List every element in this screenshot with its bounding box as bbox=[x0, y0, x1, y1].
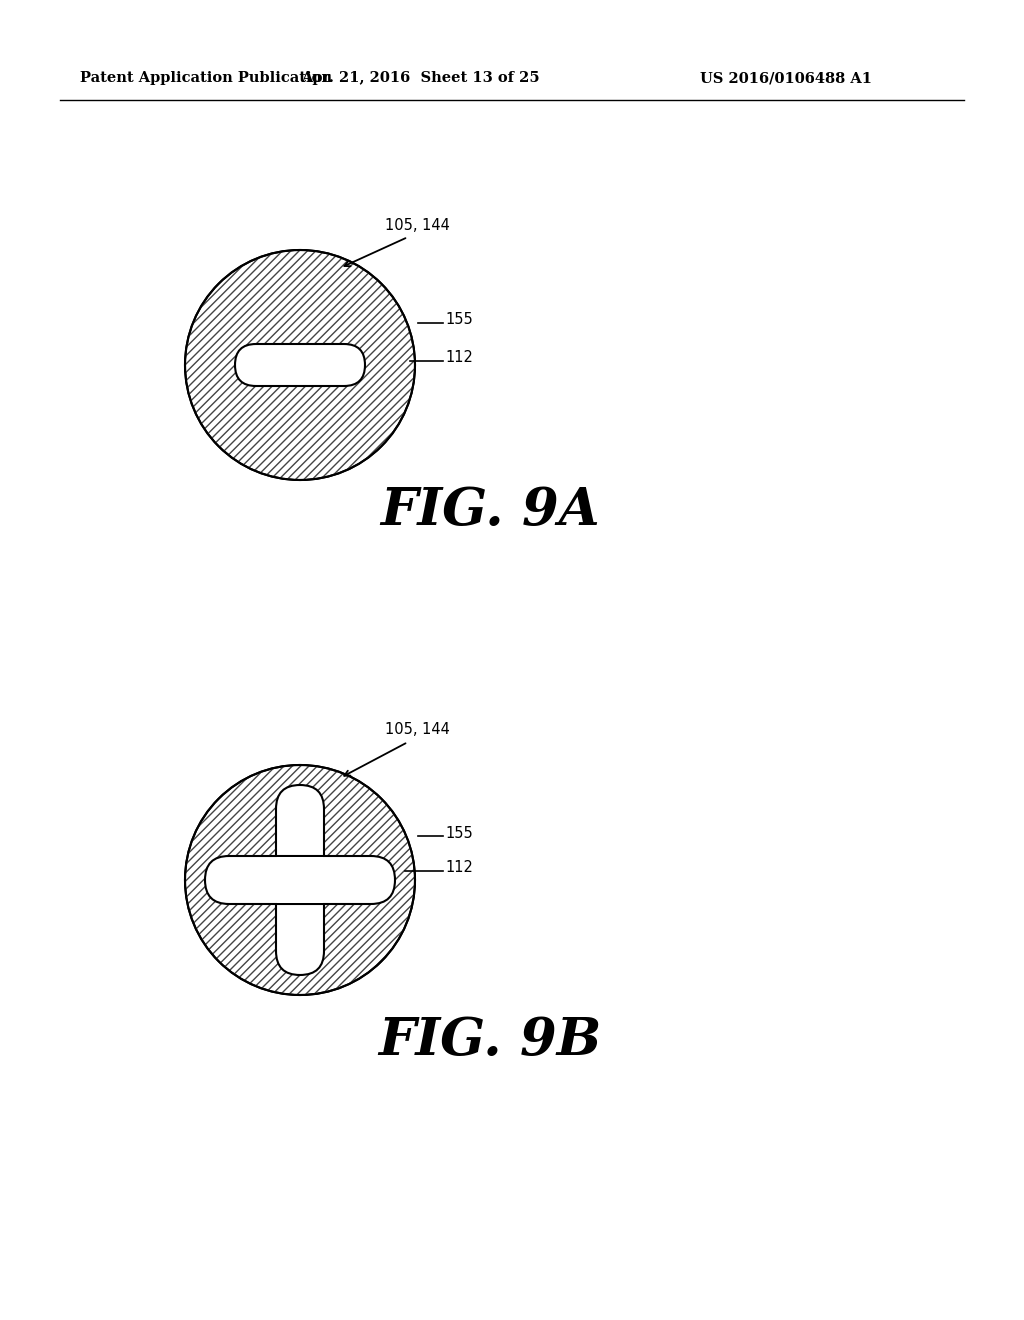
Text: 105, 144: 105, 144 bbox=[385, 218, 450, 232]
Text: Apr. 21, 2016  Sheet 13 of 25: Apr. 21, 2016 Sheet 13 of 25 bbox=[301, 71, 540, 84]
Text: 112: 112 bbox=[445, 861, 473, 875]
Circle shape bbox=[185, 766, 415, 995]
FancyBboxPatch shape bbox=[276, 785, 324, 975]
FancyBboxPatch shape bbox=[278, 857, 323, 903]
Text: Patent Application Publication: Patent Application Publication bbox=[80, 71, 332, 84]
Text: 105, 144: 105, 144 bbox=[385, 722, 450, 738]
Text: US 2016/0106488 A1: US 2016/0106488 A1 bbox=[700, 71, 872, 84]
Text: 112: 112 bbox=[445, 351, 473, 366]
Text: 155: 155 bbox=[445, 313, 473, 327]
Text: FIG. 9B: FIG. 9B bbox=[378, 1015, 602, 1065]
Text: 155: 155 bbox=[445, 825, 473, 841]
Circle shape bbox=[185, 249, 415, 480]
Text: FIG. 9A: FIG. 9A bbox=[380, 484, 600, 536]
FancyBboxPatch shape bbox=[234, 345, 365, 385]
FancyBboxPatch shape bbox=[205, 855, 395, 904]
